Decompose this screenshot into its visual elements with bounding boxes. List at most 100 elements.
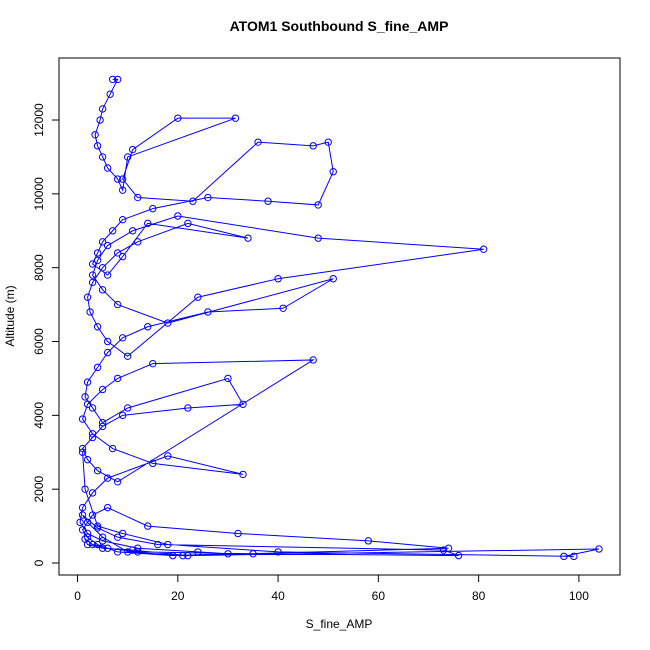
data-point — [93, 467, 102, 475]
data-point — [88, 404, 97, 412]
data-point — [103, 241, 112, 250]
data-point — [123, 153, 132, 161]
data-point — [98, 286, 107, 294]
data-point — [128, 227, 137, 235]
data-point — [98, 544, 107, 552]
data-point — [113, 249, 122, 257]
data-point — [134, 548, 142, 556]
data-point — [103, 348, 112, 357]
data-point — [144, 522, 152, 530]
data-point — [118, 215, 127, 224]
data-point — [439, 546, 448, 554]
data-point — [98, 537, 107, 545]
data-point — [164, 319, 172, 327]
data-point — [123, 548, 132, 556]
data-point — [76, 518, 84, 527]
data-point — [83, 540, 92, 549]
data-point — [118, 529, 127, 538]
y-tick-label: 2000 — [32, 476, 46, 503]
data-point — [128, 145, 137, 154]
data-point — [128, 546, 137, 554]
data-point — [108, 227, 117, 235]
y-tick-label: 10000 — [32, 177, 46, 211]
data-point — [88, 433, 97, 442]
data-point — [88, 278, 97, 287]
data-point — [93, 363, 102, 372]
data-point — [83, 518, 92, 527]
data-point — [274, 275, 282, 283]
data-point — [149, 204, 157, 213]
data-point — [118, 186, 127, 194]
data-point — [78, 448, 87, 456]
data-point — [479, 245, 488, 253]
data-point — [103, 544, 112, 552]
data-point — [329, 167, 337, 176]
data-point — [83, 455, 92, 464]
data-point — [93, 540, 102, 549]
data-point — [249, 550, 257, 558]
y-tick-label: 12000 — [32, 103, 46, 137]
data-point — [164, 540, 172, 549]
data-point — [309, 356, 317, 364]
data-point — [93, 522, 102, 530]
data-point — [314, 201, 322, 209]
data-line — [79, 78, 600, 557]
data-point — [184, 551, 192, 560]
data-point — [174, 114, 182, 122]
data-point — [103, 503, 112, 512]
data-point — [83, 400, 92, 408]
data-point — [113, 374, 122, 383]
data-point — [224, 550, 232, 558]
data-point — [93, 249, 102, 257]
data-point — [88, 271, 97, 279]
data-point — [134, 193, 142, 202]
data-point — [329, 275, 337, 283]
data-point — [78, 444, 87, 453]
data-point — [314, 234, 322, 242]
data-point — [279, 304, 287, 312]
data-point — [78, 503, 87, 512]
x-tick-label: 0 — [74, 589, 81, 603]
data-point — [444, 544, 453, 552]
data-point — [309, 142, 317, 150]
data-point — [103, 474, 112, 482]
y-tick-label: 0 — [32, 559, 46, 566]
data-point — [118, 334, 127, 342]
data-point — [88, 511, 97, 519]
data-point — [78, 415, 87, 423]
data-point — [113, 478, 122, 486]
data-point — [98, 422, 107, 431]
data-point — [454, 551, 463, 560]
data-point — [149, 359, 157, 368]
data-point — [234, 529, 242, 538]
data-point — [560, 552, 568, 561]
chart-title: ATOM1 Southbound S_fine_AMP — [230, 18, 449, 34]
x-tick-label: 20 — [171, 589, 185, 603]
data-point — [179, 551, 187, 560]
data-point — [184, 404, 192, 412]
data-point — [78, 511, 87, 519]
data-point — [98, 153, 107, 161]
data-point — [231, 114, 240, 122]
data-point — [123, 404, 132, 412]
data-point — [78, 526, 87, 534]
data-point — [118, 252, 127, 261]
data-point — [98, 263, 107, 272]
data-point — [244, 234, 252, 242]
data-point — [113, 75, 122, 84]
y-tick-label: 6000 — [32, 328, 46, 355]
data-point — [154, 540, 162, 549]
data-point — [204, 193, 212, 202]
data-point — [595, 545, 603, 553]
data-point — [194, 548, 202, 556]
x-tick-label: 60 — [372, 589, 386, 603]
data-point — [174, 212, 182, 220]
data-point — [108, 75, 117, 84]
data-point — [108, 444, 117, 453]
data-point — [113, 300, 122, 309]
data-point — [194, 293, 202, 301]
data-point — [86, 308, 94, 316]
data-point — [106, 90, 114, 98]
data-point — [134, 238, 142, 246]
data-point — [103, 164, 112, 172]
